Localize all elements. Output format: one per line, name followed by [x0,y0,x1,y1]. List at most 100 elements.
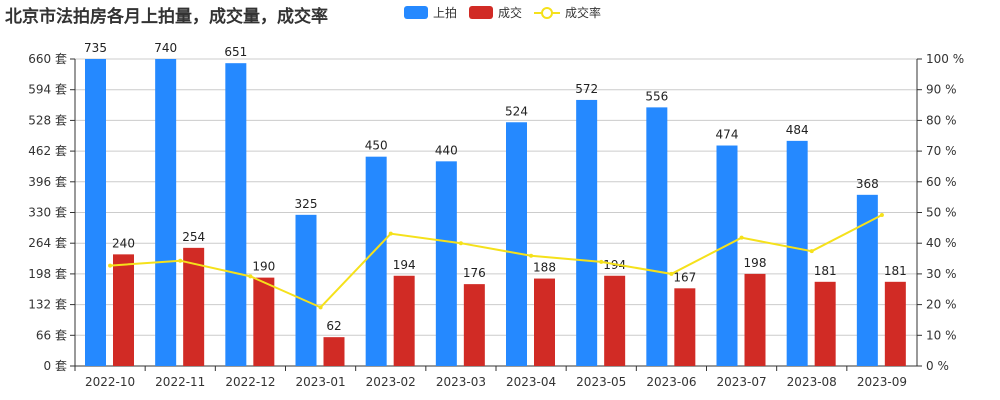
data-label: 740 [154,41,177,55]
x-tick-label: 2023-06 [646,375,696,389]
bar-listed [506,122,527,366]
bar-sold [183,247,205,366]
rate-point [599,259,604,264]
bar-listed [85,59,106,366]
data-label: 474 [716,128,739,142]
data-label: 368 [856,177,879,191]
x-tick-label: 2022-10 [85,375,135,389]
y-right-tick-label: 30 % [926,267,957,281]
rate-point [318,305,323,310]
y-right-tick-label: 50 % [926,206,957,220]
bar-listed [786,140,808,366]
y-left-tick-label: 264 套 [28,236,67,250]
x-tick-label: 2022-12 [225,375,275,389]
bar-listed [365,156,387,366]
data-label: 62 [326,319,341,333]
rate-point [739,235,744,240]
rate-point [388,231,393,236]
y-left-tick-label: 66 套 [36,328,67,342]
x-tick-label: 2023-08 [787,375,837,389]
y-right-tick-label: 90 % [926,83,957,97]
rate-point [458,241,463,246]
y-right-tick-label: 20 % [926,298,957,312]
data-label: 651 [224,45,247,59]
data-label: 176 [463,266,486,280]
x-tick-label: 2023-09 [857,375,907,389]
legend-item-sold[interactable]: 成交 [469,4,522,21]
rate-point [879,212,884,217]
bar-sold [463,284,485,366]
rate-point [529,253,534,258]
bar-sold [604,275,626,366]
bar-sold [814,281,836,366]
legend-label-rate: 成交率 [565,6,602,20]
bar-sold [113,254,134,366]
data-label: 450 [365,139,388,153]
data-label: 194 [393,258,416,272]
y-left-tick-label: 0 套 [44,359,67,373]
bar-sold [744,273,766,366]
y-right-tick-label: 60 % [926,175,957,189]
rate-point [178,258,183,263]
x-tick-label: 2023-07 [717,375,767,389]
x-tick-label: 2022-11 [155,375,205,389]
y-left-tick-label: 330 套 [28,206,67,220]
data-label: 188 [533,261,556,275]
legend-label-listed: 上拍 [433,6,458,20]
data-label: 735 [84,41,107,55]
bar-listed [155,59,177,366]
data-label: 190 [252,260,275,274]
y-left-tick-label: 660 套 [28,52,67,66]
y-left-tick-label: 594 套 [28,83,67,97]
bar-sold [323,337,345,366]
data-label: 524 [505,104,528,118]
data-label: 572 [575,82,598,96]
y-left-tick-label: 462 套 [28,144,67,158]
legend: 上拍 成交 成交率 [404,4,601,21]
rate-line [110,214,883,309]
data-label: 240 [112,236,135,250]
data-label: 181 [814,264,837,278]
y-right-tick-label: 10 % [926,328,957,342]
x-tick-label: 2023-05 [576,375,626,389]
legend-item-listed[interactable]: 上拍 [404,4,457,21]
data-label: 198 [744,256,767,270]
bar-listed [856,194,878,366]
bar-listed [435,161,457,366]
x-tick-label: 2023-02 [366,375,416,389]
y-right-tick-label: 80 % [926,113,957,127]
data-label: 440 [435,143,458,157]
bar-listed [646,107,668,366]
bar-sold [534,278,555,366]
legend-swatch-listed [404,6,428,19]
legend-swatch-sold [469,6,494,19]
bar-listed [576,99,598,366]
data-label: 556 [645,89,668,103]
y-left-tick-label: 198 套 [28,267,67,281]
bar-sold [393,275,415,366]
x-tick-label: 2023-04 [506,375,556,389]
y-right-tick-label: 40 % [926,236,957,250]
y-right-tick-label: 70 % [926,144,957,158]
y-left-tick-label: 528 套 [28,113,67,127]
legend-line-icon [534,6,561,19]
y-left-tick-label: 132 套 [28,298,67,312]
data-label: 181 [884,264,907,278]
legend-item-rate[interactable]: 成交率 [534,4,601,21]
bar-listed [716,145,738,366]
legend-label-sold: 成交 [498,6,523,20]
rate-point [108,263,113,268]
y-right-tick-label: 0 % [926,359,949,373]
x-tick-label: 2023-03 [436,375,486,389]
rate-point [669,271,674,276]
data-label: 254 [182,230,205,244]
y-right-tick-label: 100 % [926,52,964,66]
x-tick-label: 2023-01 [296,375,346,389]
y-left-tick-label: 396 套 [28,175,67,189]
rate-point [809,249,814,254]
bar-listed [295,214,317,366]
data-label: 484 [786,123,809,137]
rate-point [248,274,253,279]
bar-sold [253,277,275,366]
